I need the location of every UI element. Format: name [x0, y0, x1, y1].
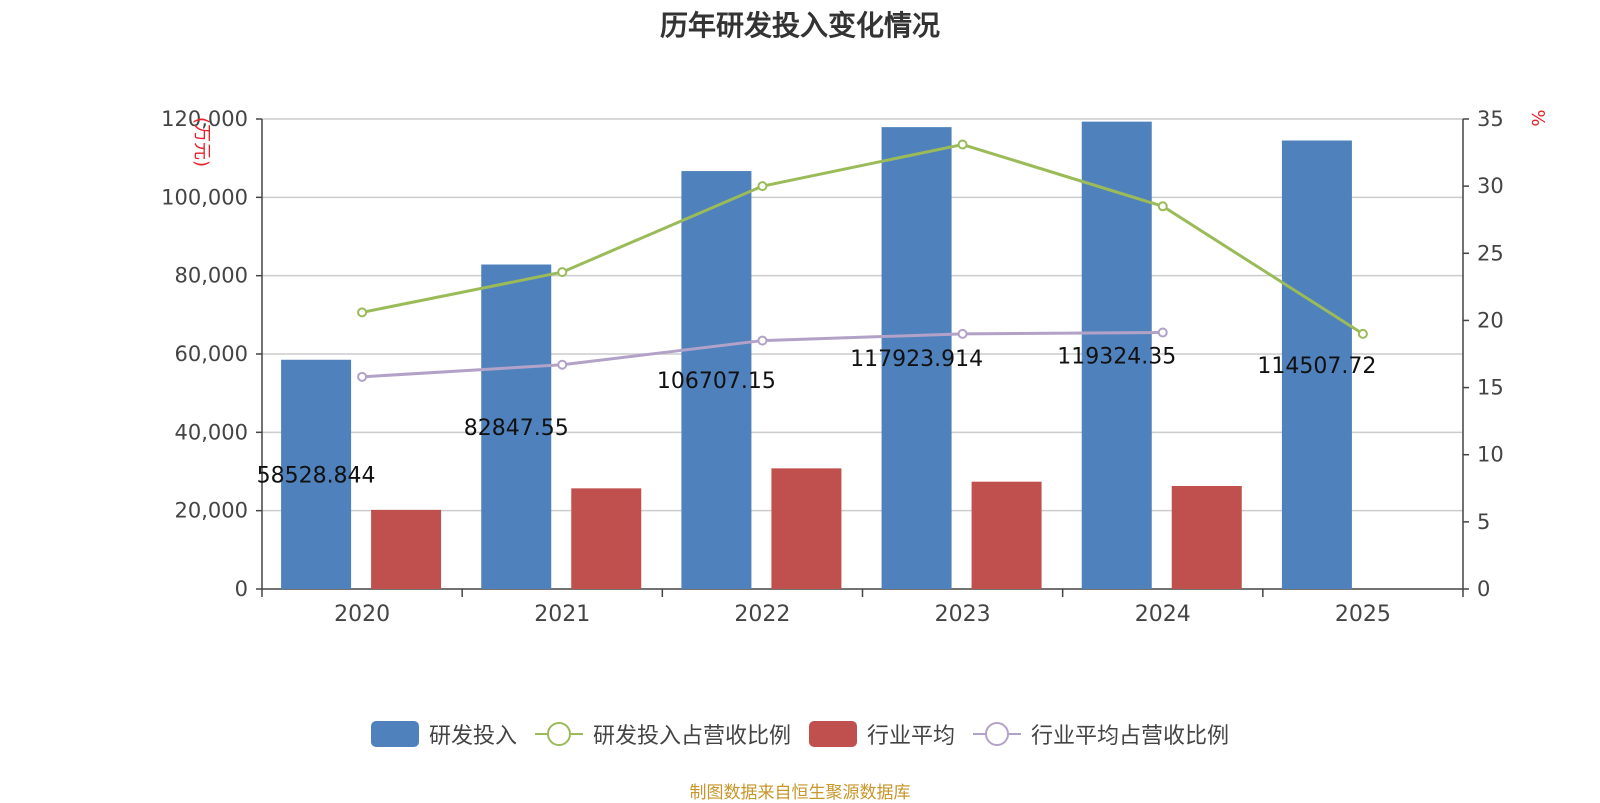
point-industry-ratio — [757, 335, 768, 346]
point-rd-ratio — [757, 181, 768, 192]
y-tick-label: 120,000 — [161, 107, 248, 131]
data-label-rd-investment: 106707.15 — [657, 369, 776, 394]
y2-tick-label: 20 — [1477, 308, 1504, 332]
y-tick-label: 0 — [235, 577, 248, 601]
y2-tick-label: 10 — [1477, 443, 1504, 467]
x-tick-label: 2020 — [334, 602, 390, 627]
y-tick-label: 20,000 — [175, 499, 248, 523]
legend-swatch-industry-ratio — [973, 721, 1022, 747]
point-industry-ratio — [557, 359, 568, 370]
y2-tick-label: 15 — [1477, 376, 1504, 400]
legend-label-industry-average: 行业平均 — [867, 724, 956, 749]
legend-swatch-rd-ratio — [534, 721, 583, 747]
point-rd-ratio — [1157, 201, 1168, 212]
y2-tick-label: 5 — [1477, 510, 1490, 534]
legend-label-industry-ratio: 行业平均占营收比例 — [1031, 724, 1230, 749]
y2-tick-label: 0 — [1477, 577, 1490, 601]
point-industry-ratio — [957, 328, 968, 339]
bar-industry-average — [971, 481, 1042, 589]
bar-rd-investment — [481, 264, 552, 589]
point-industry-ratio — [357, 371, 368, 382]
bar-rd-investment — [281, 359, 352, 589]
bar-rd-investment — [681, 171, 752, 589]
bar-rd-investment — [1281, 140, 1352, 590]
legend-item-rd-ratio[interactable]: 研发投入占营收比例 — [534, 718, 791, 750]
y2-tick-label: 25 — [1477, 241, 1504, 265]
legend: 研发投入 研发投入占营收比例 行业平均 行业平均占营收比例 — [0, 718, 1600, 750]
bar-industry-average — [1171, 485, 1242, 589]
legend-item-industry-average[interactable]: 行业平均 — [809, 718, 955, 750]
line-rd-ratio — [361, 142, 1364, 336]
legend-item-rd-investment[interactable]: 研发投入 — [370, 718, 517, 750]
y2-tick-label: 35 — [1477, 107, 1504, 131]
legend-swatch-industry-average — [809, 721, 857, 747]
data-label-rd-investment: 114507.72 — [1257, 354, 1376, 379]
y-tick-label: 80,000 — [175, 264, 248, 288]
y2-axis-unit: % — [1527, 109, 1548, 126]
point-rd-ratio — [557, 267, 568, 278]
chart-title: 历年研发投入变化情况 — [659, 9, 940, 42]
legend-label-rd-ratio: 研发投入占营收比例 — [592, 724, 791, 749]
y2-tick-label: 30 — [1477, 174, 1504, 198]
x-tick-label: 2024 — [1135, 602, 1191, 627]
source-note: 制图数据来自恒生聚源数据库 — [689, 783, 911, 803]
x-tick-label: 2022 — [734, 602, 790, 627]
y-tick-label: 100,000 — [161, 185, 248, 209]
data-label-rd-investment: 119324.35 — [1057, 344, 1176, 369]
legend-swatch-rd-investment — [370, 721, 419, 747]
data-label-rd-investment: 117923.914 — [850, 347, 983, 372]
data-label-rd-investment: 82847.55 — [464, 416, 569, 441]
x-tick-label: 2021 — [534, 602, 590, 627]
point-rd-ratio — [1357, 328, 1368, 339]
bar-rd-investment — [881, 127, 952, 589]
bar-industry-average — [771, 468, 842, 589]
point-rd-ratio — [357, 307, 368, 318]
y-tick-label: 40,000 — [175, 420, 248, 444]
x-tick-label: 2025 — [1335, 602, 1391, 627]
y-tick-label: 60,000 — [175, 342, 248, 366]
legend-label-rd-investment: 研发投入 — [428, 724, 517, 749]
x-tick-label: 2023 — [935, 602, 991, 627]
data-label-rd-investment: 58528.844 — [257, 463, 376, 488]
point-industry-ratio — [1157, 327, 1168, 338]
point-rd-ratio — [957, 139, 968, 150]
bar-industry-average — [571, 488, 642, 589]
legend-item-industry-ratio[interactable]: 行业平均占营收比例 — [973, 718, 1229, 750]
bar-industry-average — [371, 509, 442, 589]
y-axis-unit: (万元) — [191, 117, 212, 167]
